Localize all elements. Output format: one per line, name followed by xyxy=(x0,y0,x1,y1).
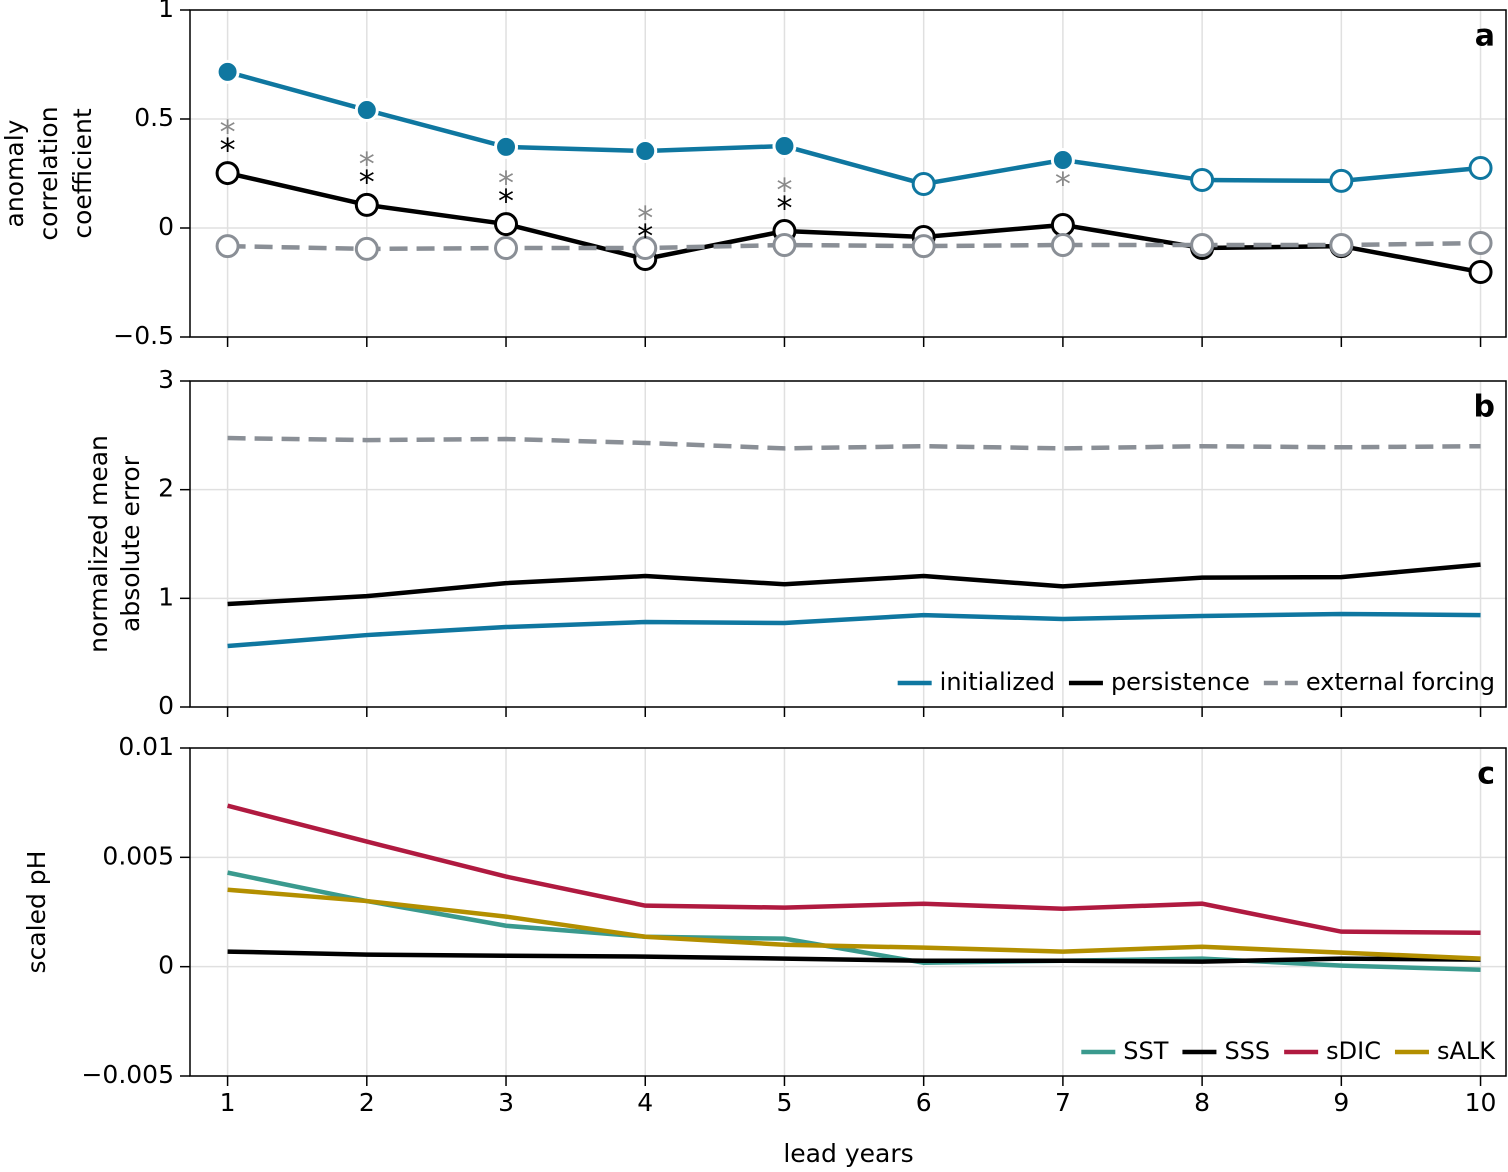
y-tick-label: −0.5 xyxy=(113,321,174,350)
series-line xyxy=(227,170,1481,275)
marker xyxy=(494,236,519,261)
series-line xyxy=(227,562,1481,607)
marker xyxy=(1329,168,1354,193)
y-axis-label: scaled pH xyxy=(22,851,51,974)
axes-frame xyxy=(189,380,1507,708)
y-tick-label: 0.01 xyxy=(118,732,174,761)
y-tick-label: 1 xyxy=(158,0,174,23)
y-axis-label: normalized mean xyxy=(84,435,113,653)
legend-label: persistence xyxy=(1111,668,1250,696)
x-tick-label: 3 xyxy=(498,1088,514,1117)
marker xyxy=(911,171,936,196)
marker xyxy=(215,161,240,186)
legend-label: external forcing xyxy=(1306,668,1495,696)
legend-label: sDIC xyxy=(1326,1037,1381,1065)
y-axis-label: coefficient xyxy=(68,108,97,239)
marker xyxy=(911,234,936,259)
x-tick-label: 1 xyxy=(220,1088,236,1117)
x-tick-label: 10 xyxy=(1465,1088,1497,1117)
marker xyxy=(494,212,519,237)
y-tick-label: 3 xyxy=(158,365,174,394)
x-tick-label: 8 xyxy=(1194,1088,1210,1117)
y-axis-label: absolute error xyxy=(116,455,145,632)
marker xyxy=(633,236,658,261)
y-tick-label: 1 xyxy=(158,582,174,611)
legend-label: initialized xyxy=(940,668,1055,696)
y-tick-label: 2 xyxy=(158,474,174,503)
marker xyxy=(215,234,240,259)
marker xyxy=(1190,168,1215,193)
y-tick-label: 0 xyxy=(158,212,174,241)
legend-label: SSS xyxy=(1224,1037,1270,1065)
legend-label: sALK xyxy=(1437,1037,1496,1065)
y-tick-label: 0 xyxy=(158,951,174,980)
x-axis-label: lead years xyxy=(783,1139,913,1168)
marker xyxy=(354,98,379,123)
panel-label: a xyxy=(1475,19,1495,54)
marker xyxy=(215,59,240,84)
series-line xyxy=(227,240,1481,252)
marker xyxy=(354,192,379,217)
significance-star: * xyxy=(220,113,236,151)
marker xyxy=(772,134,797,159)
marker xyxy=(494,134,519,159)
y-tick-label: −0.005 xyxy=(81,1060,174,1089)
series-line xyxy=(227,803,1481,936)
marker xyxy=(1329,233,1354,258)
marker xyxy=(1468,260,1493,285)
axes-frame xyxy=(189,747,1507,1077)
marker xyxy=(1468,156,1493,181)
marker xyxy=(1050,212,1075,237)
y-axis-label: anomaly xyxy=(0,119,29,227)
significance-star: * xyxy=(776,189,792,227)
significance-star: * xyxy=(220,131,236,169)
axes-frame xyxy=(189,9,1507,338)
x-tick-label: 4 xyxy=(637,1088,653,1117)
y-tick-label: 0 xyxy=(158,691,174,720)
series-line xyxy=(226,69,1481,187)
y-tick-label: 0.005 xyxy=(102,841,174,870)
x-tick-label: 6 xyxy=(916,1088,932,1117)
x-tick-label: 9 xyxy=(1333,1088,1349,1117)
marker xyxy=(1050,233,1075,258)
series-line xyxy=(227,435,1481,451)
significance-star: * xyxy=(637,217,653,255)
panel-label: b xyxy=(1474,390,1495,425)
marker xyxy=(1050,147,1075,172)
x-tick-label: 2 xyxy=(359,1088,375,1117)
marker xyxy=(1190,233,1215,258)
series-line xyxy=(227,949,1481,964)
marker xyxy=(772,233,797,258)
x-tick-label: 5 xyxy=(777,1088,793,1117)
significance-star: * xyxy=(359,145,375,183)
series-line xyxy=(227,611,1481,649)
significance-star: * xyxy=(359,163,375,201)
marker xyxy=(1468,231,1493,256)
y-tick-label: 0.5 xyxy=(134,103,174,132)
y-axis-label: correlation xyxy=(34,106,63,240)
panel-label: c xyxy=(1477,757,1495,792)
significance-star: * xyxy=(498,164,514,202)
legend-label: SST xyxy=(1123,1037,1168,1065)
series-line xyxy=(227,887,1481,961)
significance-star: * xyxy=(776,171,792,209)
significance-star: * xyxy=(637,199,653,237)
marker xyxy=(354,236,379,261)
x-tick-label: 7 xyxy=(1055,1088,1071,1117)
marker xyxy=(633,139,658,164)
significance-star: * xyxy=(1055,165,1071,203)
significance-star: * xyxy=(498,182,514,220)
